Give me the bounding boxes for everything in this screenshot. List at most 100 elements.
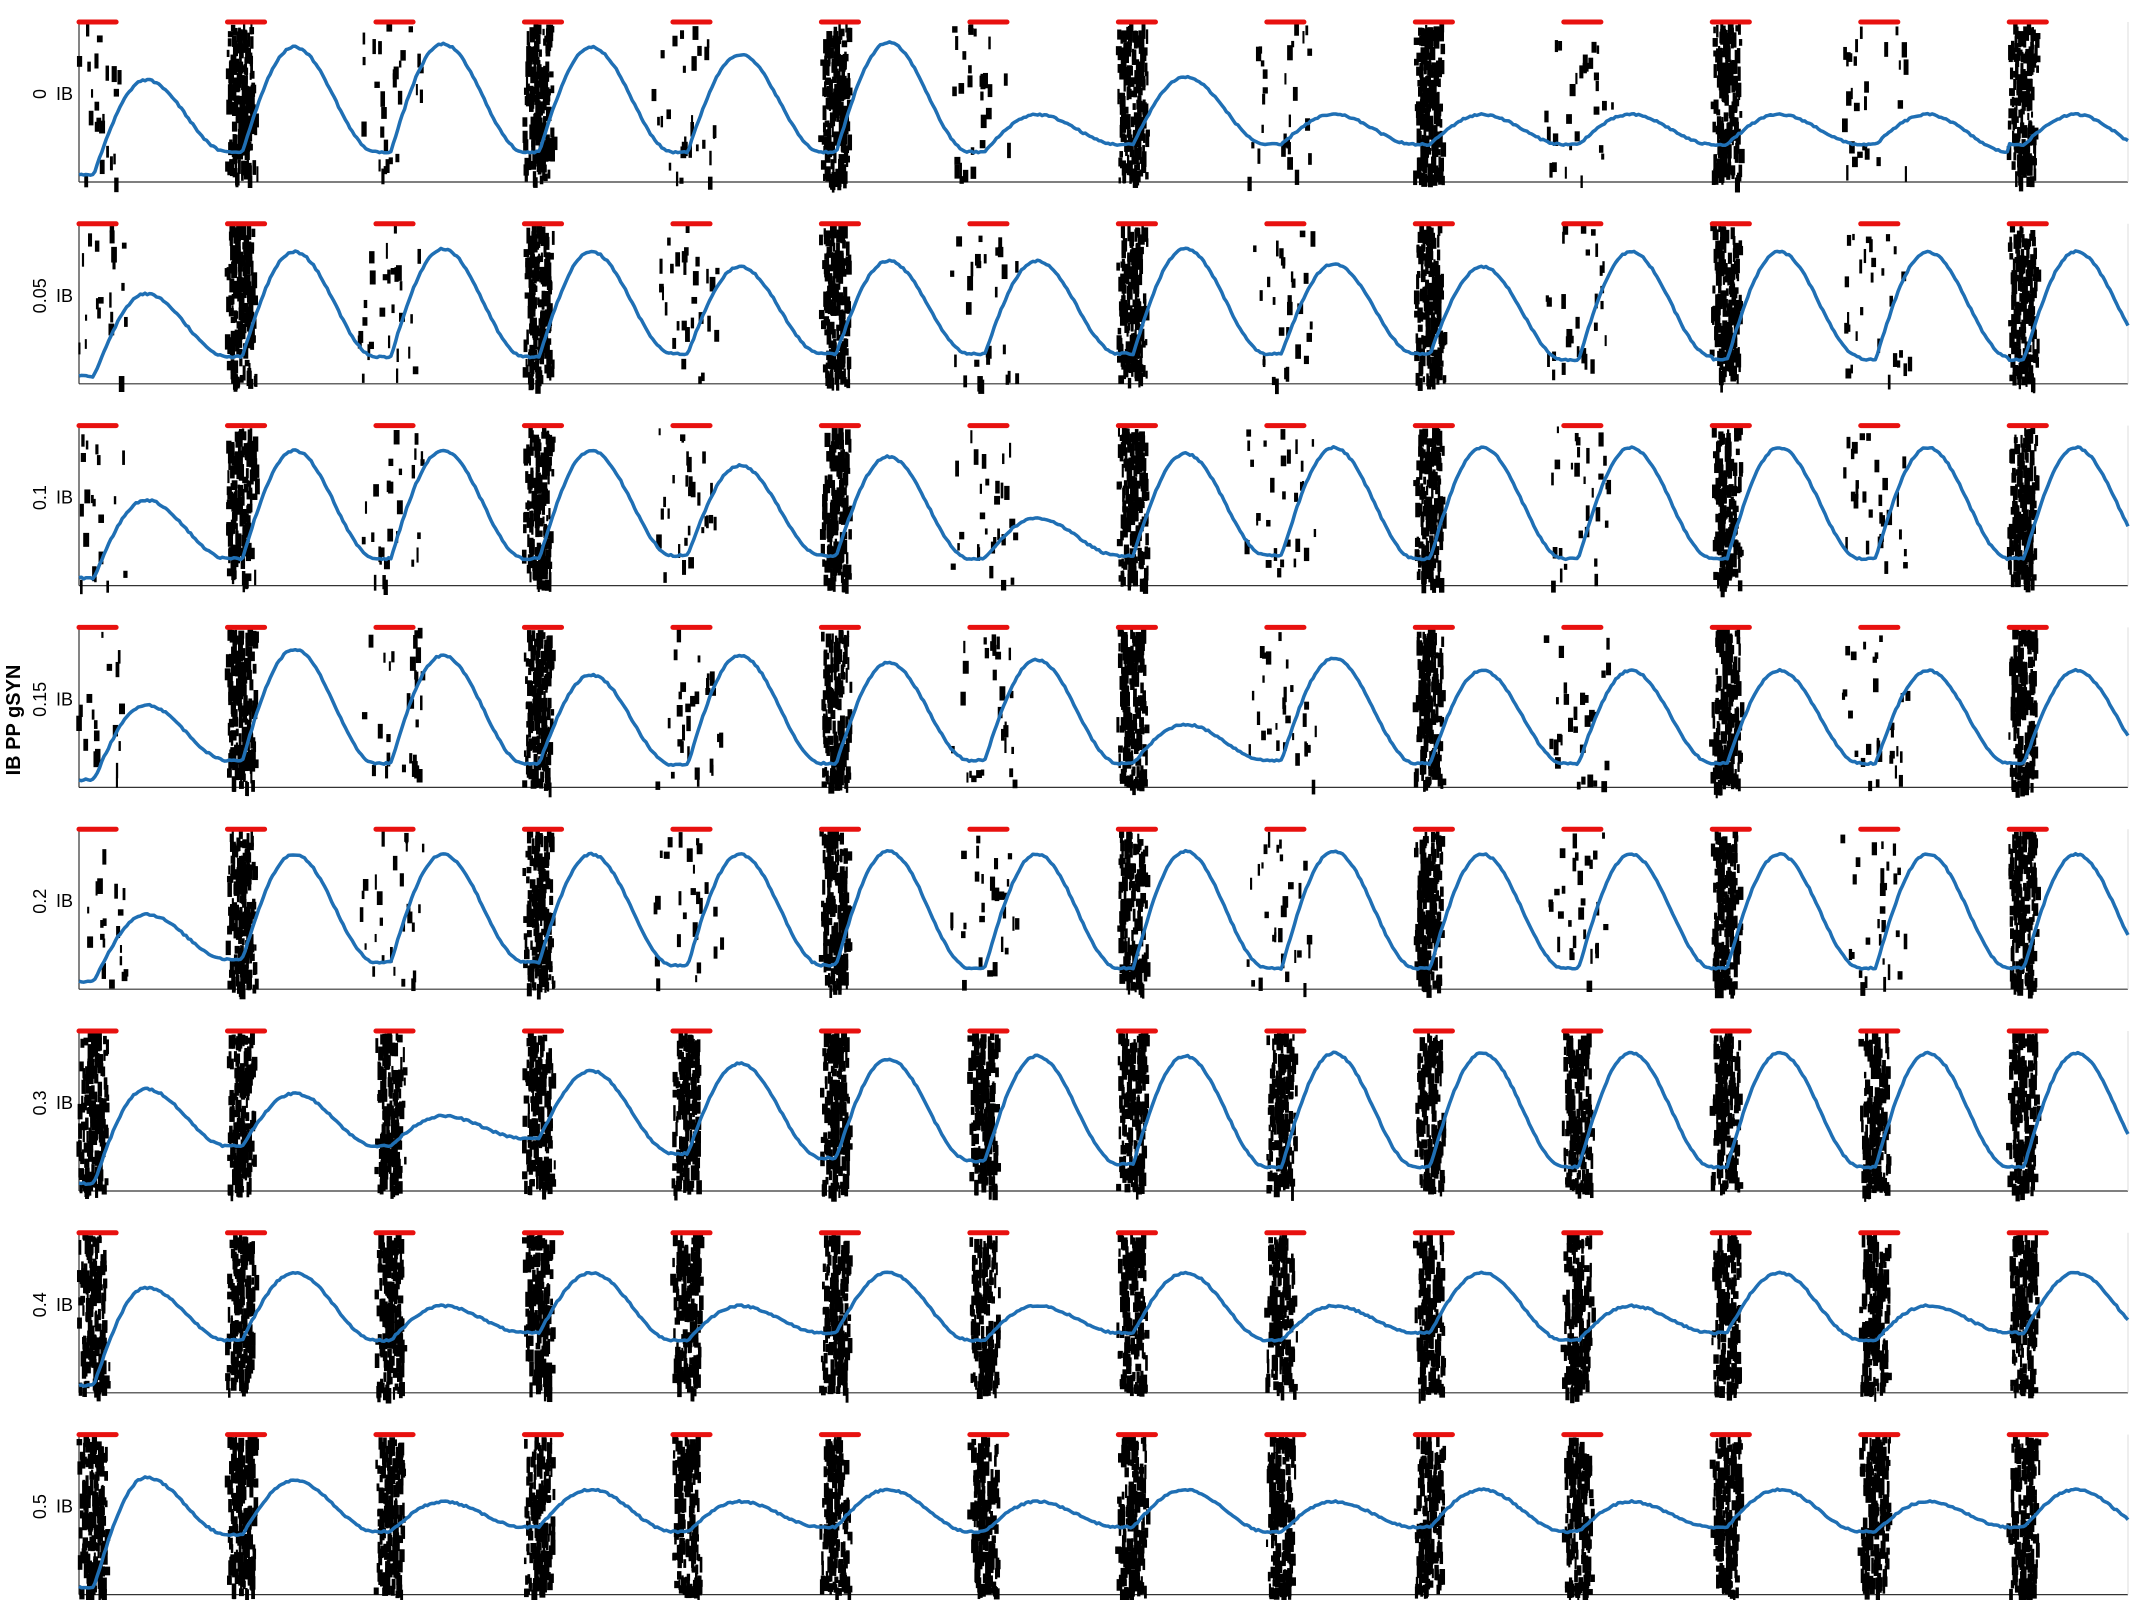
spike-mark	[833, 663, 838, 673]
spike-mark	[1720, 236, 1726, 248]
row-value-label: 0	[30, 89, 50, 99]
spike-mark	[527, 534, 530, 548]
spike-mark	[1599, 265, 1603, 276]
spike-mark	[981, 454, 987, 469]
spike-mark	[1718, 374, 1724, 386]
spike-mark	[1130, 339, 1135, 355]
spike-mark	[115, 661, 120, 678]
spike-mark	[522, 117, 528, 127]
spike-mark	[1718, 477, 1721, 487]
spike-mark	[680, 434, 686, 442]
spike-mark	[234, 744, 239, 756]
spike-mark	[1299, 230, 1306, 238]
spike-mark	[379, 307, 386, 317]
spike-mark	[1865, 540, 1870, 555]
spike-mark	[1294, 492, 1299, 502]
spike-mark	[532, 564, 538, 580]
spike-mark	[1419, 67, 1424, 78]
spike-mark	[995, 480, 1000, 494]
spike-mark	[2022, 534, 2028, 546]
spike-mark	[835, 555, 840, 567]
spike-mark	[830, 768, 833, 780]
spike-mark	[1125, 752, 1130, 766]
spike-mark	[536, 525, 539, 535]
spike-mark	[1120, 691, 1126, 707]
spike-mark	[235, 659, 241, 672]
spike-mark	[1128, 652, 1134, 666]
spike-mark	[829, 285, 835, 298]
spike-mark	[1715, 125, 1722, 135]
spike-mark	[2010, 506, 2015, 515]
spike-mark	[1898, 529, 1902, 540]
spike-mark	[2025, 439, 2029, 453]
spike-mark	[1724, 95, 1729, 106]
spike-mark	[1417, 308, 1421, 323]
spike-mark	[251, 228, 256, 238]
spike-mark	[2006, 146, 2012, 161]
spike-mark	[240, 277, 247, 289]
spike-mark	[1132, 780, 1136, 796]
spike-mark	[2016, 370, 2022, 380]
spike-mark	[1732, 248, 1736, 262]
spike-mark	[676, 704, 683, 717]
spike-mark	[526, 630, 532, 643]
spike-mark	[2017, 238, 2022, 249]
spike-mark	[385, 765, 389, 779]
spike-mark	[1142, 365, 1146, 377]
spike-mark	[2033, 247, 2038, 260]
spike-mark	[2020, 74, 2027, 91]
spike-mark	[549, 366, 555, 378]
spike-mark	[238, 286, 242, 297]
spike-mark	[247, 368, 251, 376]
spike-mark	[1121, 48, 1126, 58]
spike-mark	[834, 781, 841, 791]
spike-mark	[709, 276, 716, 292]
spike-mark	[2011, 291, 2017, 307]
spike-mark	[1437, 91, 1440, 108]
spike-mark	[827, 129, 831, 138]
spike-mark	[388, 661, 391, 671]
spike-mark	[249, 547, 255, 560]
spike-mark	[841, 497, 847, 508]
spike-mark	[1733, 287, 1739, 294]
spike-mark	[1561, 294, 1566, 309]
spike-mark	[1130, 321, 1134, 332]
spike-mark	[676, 321, 680, 331]
spike-mark	[226, 296, 232, 313]
spike-mark	[1722, 558, 1726, 567]
spike-mark	[1717, 62, 1721, 71]
spike-mark	[1711, 307, 1715, 323]
spike-mark	[997, 246, 1004, 258]
spike-mark	[836, 306, 841, 313]
spike-mark	[1721, 366, 1726, 376]
spike-mark	[664, 302, 668, 316]
spike-mark	[113, 153, 116, 165]
spike-mark	[1129, 173, 1132, 184]
spike-mark	[1422, 527, 1427, 540]
spike-mark	[845, 155, 850, 163]
spike-mark	[2015, 484, 2018, 498]
spike-mark	[1732, 235, 1736, 245]
spike-mark	[547, 42, 552, 52]
spike-mark	[1139, 169, 1144, 177]
spike-mark	[1131, 308, 1136, 317]
spike-mark	[540, 315, 543, 322]
spike-mark	[823, 173, 826, 181]
spike-mark	[238, 270, 242, 280]
spike-mark	[2011, 472, 2017, 483]
spike-mark	[1720, 253, 1723, 267]
spike-mark	[231, 442, 235, 456]
spike-mark	[545, 339, 550, 354]
spike-mark	[545, 147, 549, 162]
spike-mark	[526, 769, 533, 778]
spike-mark	[840, 296, 847, 304]
spike-mark	[1140, 772, 1144, 783]
spike-mark	[1138, 776, 1142, 785]
spike-mark	[1734, 474, 1737, 491]
spike-mark	[1419, 464, 1423, 480]
spike-mark	[538, 530, 543, 537]
spike-mark	[1270, 477, 1275, 493]
spike-mark	[834, 492, 839, 500]
spike-mark	[1134, 671, 1140, 687]
spike-mark	[1422, 434, 1428, 445]
